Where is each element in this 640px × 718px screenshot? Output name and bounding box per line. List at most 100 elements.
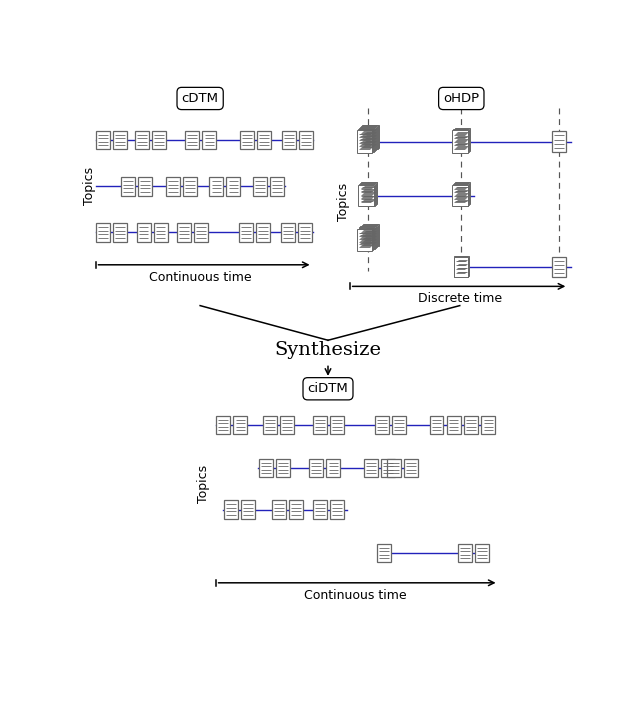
FancyBboxPatch shape: [257, 131, 271, 149]
FancyBboxPatch shape: [241, 500, 255, 519]
FancyBboxPatch shape: [358, 129, 373, 152]
FancyBboxPatch shape: [253, 177, 267, 195]
Text: oHDP: oHDP: [444, 92, 479, 105]
FancyBboxPatch shape: [154, 223, 168, 242]
FancyBboxPatch shape: [113, 131, 127, 149]
FancyBboxPatch shape: [270, 177, 284, 195]
FancyBboxPatch shape: [136, 223, 150, 242]
FancyBboxPatch shape: [282, 131, 296, 149]
FancyBboxPatch shape: [121, 177, 135, 195]
FancyBboxPatch shape: [276, 459, 290, 477]
FancyBboxPatch shape: [326, 459, 340, 477]
FancyBboxPatch shape: [96, 131, 110, 149]
FancyBboxPatch shape: [360, 226, 376, 248]
FancyBboxPatch shape: [300, 131, 313, 149]
FancyBboxPatch shape: [298, 223, 312, 242]
Text: Topics: Topics: [337, 182, 350, 220]
FancyBboxPatch shape: [363, 125, 379, 148]
FancyBboxPatch shape: [447, 416, 461, 434]
FancyBboxPatch shape: [454, 256, 468, 276]
FancyBboxPatch shape: [392, 416, 406, 434]
FancyBboxPatch shape: [358, 185, 374, 206]
FancyBboxPatch shape: [113, 223, 127, 242]
FancyBboxPatch shape: [177, 223, 191, 242]
FancyBboxPatch shape: [362, 225, 378, 246]
FancyBboxPatch shape: [404, 459, 418, 477]
FancyBboxPatch shape: [360, 128, 375, 151]
FancyBboxPatch shape: [209, 177, 223, 195]
Text: cDTM: cDTM: [182, 92, 219, 105]
FancyBboxPatch shape: [263, 416, 277, 434]
FancyBboxPatch shape: [152, 131, 166, 149]
FancyBboxPatch shape: [360, 127, 376, 150]
FancyBboxPatch shape: [455, 128, 470, 151]
Text: ciDTM: ciDTM: [308, 382, 348, 396]
Text: Discrete time: Discrete time: [418, 292, 502, 305]
FancyBboxPatch shape: [429, 416, 444, 434]
FancyBboxPatch shape: [358, 228, 374, 249]
FancyBboxPatch shape: [362, 126, 378, 149]
Text: Continuous time: Continuous time: [149, 271, 252, 284]
FancyBboxPatch shape: [455, 182, 470, 204]
FancyBboxPatch shape: [224, 500, 238, 519]
FancyBboxPatch shape: [135, 131, 149, 149]
FancyBboxPatch shape: [360, 183, 376, 205]
FancyBboxPatch shape: [458, 544, 472, 562]
FancyBboxPatch shape: [552, 131, 566, 152]
FancyBboxPatch shape: [456, 256, 469, 276]
FancyBboxPatch shape: [289, 500, 303, 519]
FancyBboxPatch shape: [166, 177, 180, 195]
FancyBboxPatch shape: [239, 223, 253, 242]
FancyBboxPatch shape: [375, 416, 389, 434]
FancyBboxPatch shape: [387, 459, 401, 477]
FancyBboxPatch shape: [362, 126, 377, 149]
FancyBboxPatch shape: [313, 416, 327, 434]
FancyBboxPatch shape: [256, 223, 270, 242]
FancyBboxPatch shape: [377, 544, 391, 562]
FancyBboxPatch shape: [360, 227, 375, 248]
FancyBboxPatch shape: [364, 459, 378, 477]
FancyBboxPatch shape: [280, 416, 294, 434]
Text: Synthesize: Synthesize: [275, 341, 381, 359]
FancyBboxPatch shape: [259, 459, 273, 477]
FancyBboxPatch shape: [452, 185, 467, 206]
FancyBboxPatch shape: [313, 500, 327, 519]
FancyBboxPatch shape: [138, 177, 152, 195]
FancyBboxPatch shape: [358, 228, 373, 250]
FancyBboxPatch shape: [227, 177, 241, 195]
Text: Topics: Topics: [83, 167, 96, 205]
FancyBboxPatch shape: [194, 223, 208, 242]
FancyBboxPatch shape: [481, 416, 495, 434]
FancyBboxPatch shape: [362, 182, 378, 203]
Text: Topics: Topics: [198, 465, 211, 503]
Text: Continuous time: Continuous time: [304, 589, 406, 602]
FancyBboxPatch shape: [239, 131, 253, 149]
FancyBboxPatch shape: [330, 500, 344, 519]
FancyBboxPatch shape: [361, 182, 376, 204]
FancyBboxPatch shape: [454, 129, 469, 151]
FancyBboxPatch shape: [381, 459, 395, 477]
FancyBboxPatch shape: [358, 129, 374, 151]
FancyBboxPatch shape: [476, 544, 489, 562]
FancyBboxPatch shape: [234, 416, 248, 434]
FancyBboxPatch shape: [96, 223, 110, 242]
FancyBboxPatch shape: [363, 224, 379, 246]
FancyBboxPatch shape: [359, 184, 374, 205]
FancyBboxPatch shape: [356, 229, 372, 251]
FancyBboxPatch shape: [453, 129, 468, 152]
FancyBboxPatch shape: [216, 416, 230, 434]
FancyBboxPatch shape: [186, 131, 199, 149]
FancyBboxPatch shape: [452, 130, 467, 153]
FancyBboxPatch shape: [281, 223, 294, 242]
FancyBboxPatch shape: [454, 257, 467, 277]
FancyBboxPatch shape: [272, 500, 286, 519]
FancyBboxPatch shape: [453, 184, 468, 205]
FancyBboxPatch shape: [202, 131, 216, 149]
FancyBboxPatch shape: [454, 183, 469, 205]
FancyBboxPatch shape: [309, 459, 323, 477]
FancyBboxPatch shape: [362, 225, 377, 247]
FancyBboxPatch shape: [183, 177, 197, 195]
FancyBboxPatch shape: [465, 416, 478, 434]
FancyBboxPatch shape: [552, 257, 566, 277]
FancyBboxPatch shape: [330, 416, 344, 434]
